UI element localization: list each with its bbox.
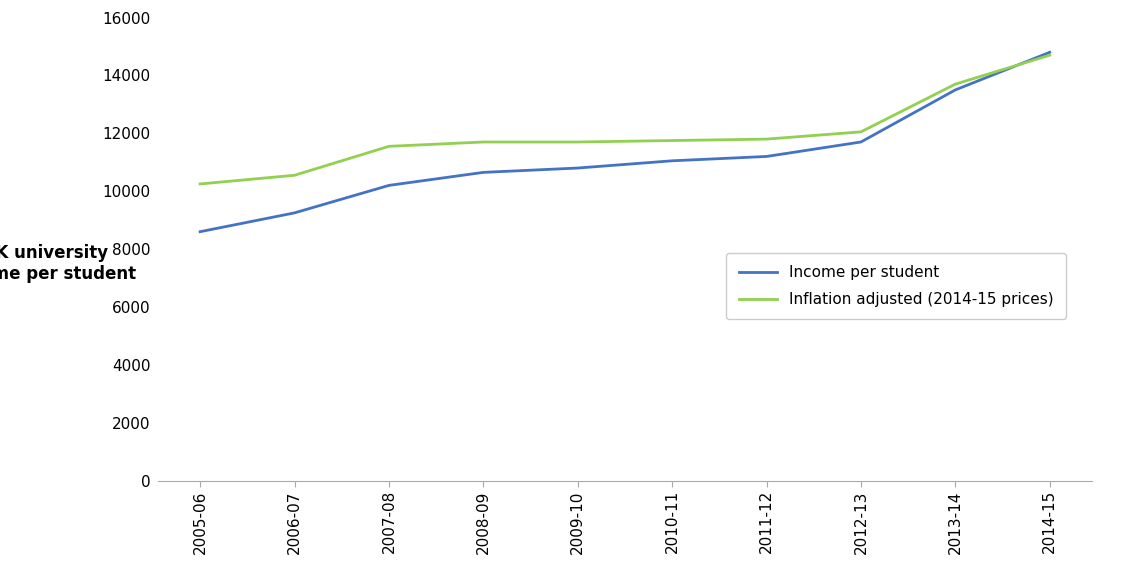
- Inflation adjusted (2014-15 prices): [855, 128, 868, 135]
- Income per student: [476, 169, 490, 176]
- Income per student: [288, 209, 302, 216]
- Inflation adjusted (2014-15 prices): [194, 180, 207, 188]
- Inflation adjusted (2014-15 prices): [571, 138, 584, 145]
- Income per student: [1043, 49, 1056, 56]
- Inflation adjusted (2014-15 prices): [288, 172, 302, 179]
- Inflation adjusted (2014-15 prices): [1043, 52, 1056, 59]
- Inflation adjusted (2014-15 prices): [948, 81, 962, 88]
- Text: UK university
income per student: UK university income per student: [0, 244, 136, 283]
- Inflation adjusted (2014-15 prices): [760, 135, 774, 142]
- Income per student: [665, 157, 679, 164]
- Line: Income per student: Income per student: [200, 52, 1049, 231]
- Income per student: [571, 165, 584, 172]
- Income per student: [760, 153, 774, 160]
- Income per student: [948, 86, 962, 93]
- Inflation adjusted (2014-15 prices): [382, 143, 395, 150]
- Inflation adjusted (2014-15 prices): [476, 138, 490, 145]
- Income per student: [382, 182, 395, 189]
- Income per student: [855, 138, 868, 145]
- Line: Inflation adjusted (2014-15 prices): Inflation adjusted (2014-15 prices): [200, 55, 1049, 184]
- Inflation adjusted (2014-15 prices): [665, 137, 679, 144]
- Income per student: [194, 228, 207, 235]
- Legend: Income per student, Inflation adjusted (2014-15 prices): Income per student, Inflation adjusted (…: [726, 253, 1066, 319]
